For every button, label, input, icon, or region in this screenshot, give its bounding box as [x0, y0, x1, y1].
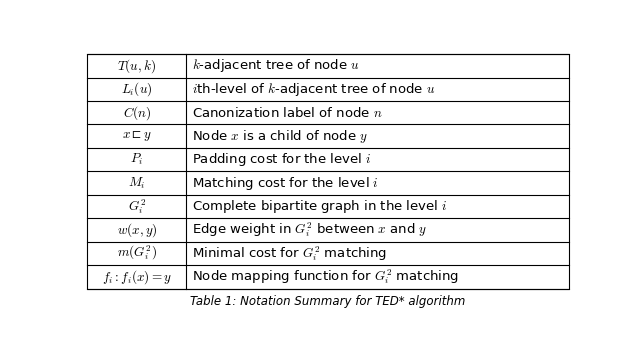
Text: Minimal cost for $G_i^2$ matching: Minimal cost for $G_i^2$ matching [192, 244, 387, 263]
Text: $w(x, y)$: $w(x, y)$ [116, 221, 157, 239]
Text: Complete bipartite graph in the level $i$: Complete bipartite graph in the level $i… [192, 198, 447, 215]
Text: Padding cost for the level $i$: Padding cost for the level $i$ [192, 151, 371, 168]
Text: $M_i$: $M_i$ [128, 175, 145, 191]
Text: $i$th-level of $k$-adjacent tree of node $u$: $i$th-level of $k$-adjacent tree of node… [192, 81, 435, 98]
Text: Edge weight in $G_i^2$ between $x$ and $y$: Edge weight in $G_i^2$ between $x$ and $… [192, 220, 428, 239]
Text: $T(u, k)$: $T(u, k)$ [117, 57, 156, 75]
Text: Matching cost for the level $i$: Matching cost for the level $i$ [192, 175, 379, 191]
Bar [88, 54, 568, 289]
Text: $C(n)$: $C(n)$ [123, 104, 151, 122]
Text: $P_i$: $P_i$ [130, 152, 143, 167]
Text: Node $x$ is a child of node $y$: Node $x$ is a child of node $y$ [192, 128, 368, 145]
Text: $k$-adjacent tree of node $u$: $k$-adjacent tree of node $u$ [192, 57, 360, 74]
Text: Node mapping function for $G_i^2$ matching: Node mapping function for $G_i^2$ matchi… [192, 267, 459, 286]
Text: Canonization label of node $n$: Canonization label of node $n$ [192, 106, 383, 120]
Text: Table 1: Notation Summary for TED* algorithm: Table 1: Notation Summary for TED* algor… [190, 295, 466, 308]
Text: $L_i(u)$: $L_i(u)$ [121, 80, 152, 98]
Text: $m(G_i^2)$: $m(G_i^2)$ [116, 244, 157, 262]
Text: $G_i^2$: $G_i^2$ [128, 197, 146, 216]
Text: $x \sqsubset y$: $x \sqsubset y$ [122, 129, 152, 143]
Text: $f_i : f_i(x) = y$: $f_i : f_i(x) = y$ [102, 268, 172, 286]
